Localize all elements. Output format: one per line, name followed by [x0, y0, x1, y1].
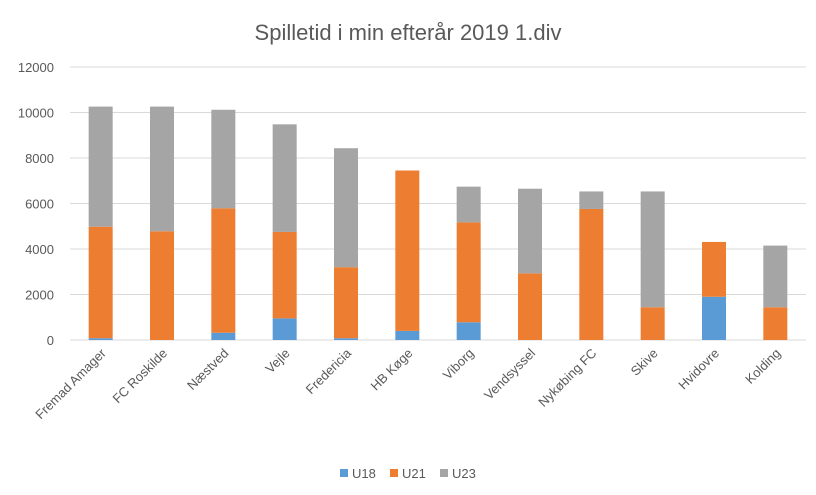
y-tick-label: 8000	[25, 151, 54, 166]
bar-u18	[88, 338, 113, 340]
legend-label: U21	[402, 466, 426, 481]
bar-u21	[763, 307, 788, 340]
bar-u21	[456, 222, 481, 323]
bar-u18	[272, 318, 297, 340]
bar-u23	[579, 191, 604, 209]
bar-u23	[763, 245, 788, 308]
bar-u23	[272, 124, 297, 232]
bar-u21	[395, 170, 420, 331]
bar-u18	[211, 332, 236, 340]
legend: U18 U21 U23	[340, 466, 476, 481]
legend-label: U18	[352, 466, 376, 481]
x-tick-label: Viborg	[440, 346, 477, 383]
bar-u21	[211, 208, 236, 333]
bar-u18	[456, 322, 481, 340]
bar-u21	[640, 307, 665, 340]
y-tick-label: 10000	[18, 106, 54, 121]
bar-u21	[334, 267, 358, 339]
bar-u23	[518, 188, 542, 274]
bar-u23	[334, 148, 358, 268]
x-tick-label: Vejle	[262, 346, 293, 377]
bar-u18	[702, 296, 726, 340]
bar-u23	[456, 186, 481, 223]
bar-u23	[88, 106, 113, 227]
x-tick-label: HB Køge	[368, 346, 416, 394]
x-tick-label: Hvidovre	[675, 346, 722, 393]
x-tick-label: Kolding	[742, 346, 783, 387]
bar-u21	[702, 241, 726, 297]
y-tick-label: 0	[47, 333, 54, 348]
bar-u23	[211, 109, 236, 209]
legend-swatch-u23	[440, 469, 448, 477]
x-tick-label: Fremad Amager	[32, 345, 109, 422]
bar-u21	[272, 231, 297, 319]
y-tick-label: 6000	[25, 197, 54, 212]
x-tick-label: FC Roskilde	[109, 346, 170, 407]
x-tick-label: Vendsyssel	[481, 345, 538, 402]
legend-swatch-u21	[390, 469, 398, 477]
gridlines	[70, 66, 806, 341]
legend-label: U23	[452, 466, 476, 481]
y-axis-ticks: 0 2000 4000 6000 8000 10000 12000	[18, 60, 54, 348]
x-tick-label: Fredericia	[303, 345, 355, 397]
bar-u21	[518, 273, 542, 340]
bar-u18	[334, 338, 358, 340]
chart-title: Spilletid i min efterår 2019 1.div	[255, 20, 562, 45]
x-axis-labels: Fremad Amager FC Roskilde Næstved Vejle Fred…	[32, 345, 783, 422]
x-tick-label: Skive	[628, 346, 661, 379]
x-tick-label: Nykøbing FC	[535, 346, 599, 410]
x-tick-label: Næstved	[184, 346, 231, 393]
y-tick-label: 12000	[18, 60, 54, 75]
y-tick-label: 4000	[25, 242, 54, 257]
bar-u23	[640, 191, 665, 308]
bar-u21	[150, 231, 174, 340]
bar-u21	[579, 208, 604, 340]
legend-swatch-u18	[340, 469, 348, 477]
bar-u23	[150, 106, 174, 232]
bar-u21	[88, 226, 113, 339]
y-tick-label: 2000	[25, 288, 54, 303]
bar-u18	[395, 330, 420, 340]
bars	[88, 106, 788, 340]
